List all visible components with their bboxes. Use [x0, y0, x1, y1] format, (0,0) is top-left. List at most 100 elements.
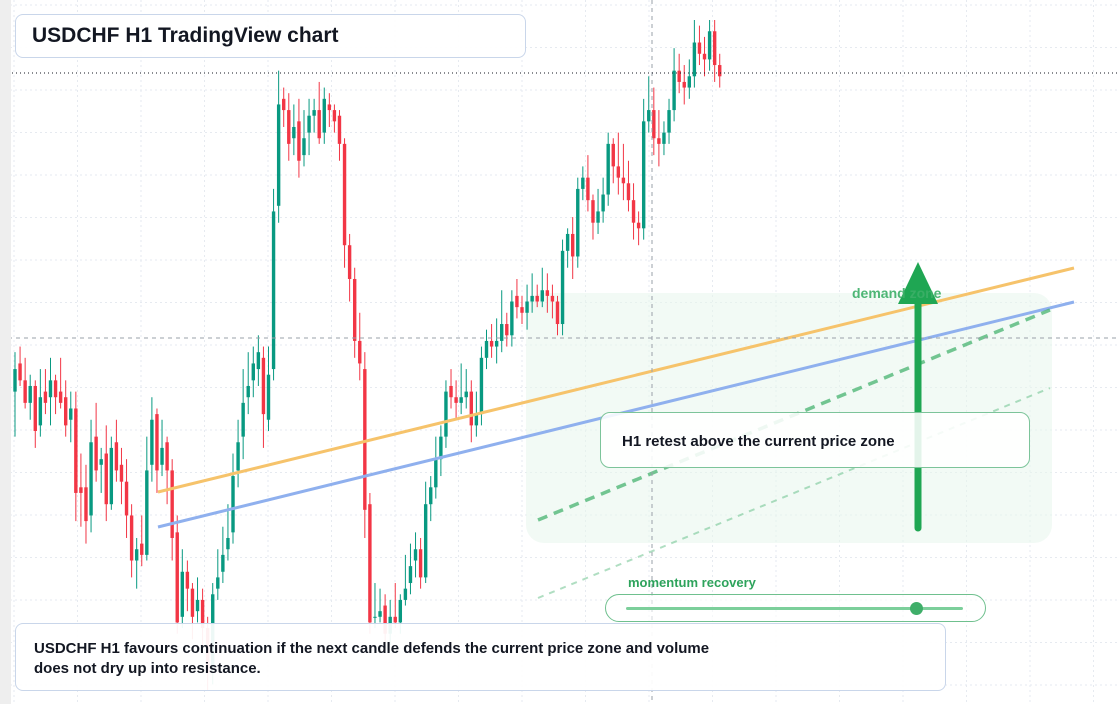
candle	[150, 397, 154, 482]
candle	[444, 380, 448, 448]
footer-text: USDCHF H1 favours continuation if the ne…	[34, 640, 710, 677]
candle-body	[459, 397, 463, 403]
candle-body	[160, 447, 164, 465]
candle	[165, 436, 169, 505]
candle	[560, 239, 565, 336]
momentum-knob[interactable]	[909, 602, 923, 615]
candle	[434, 436, 438, 499]
candle-body	[48, 380, 53, 398]
candle	[540, 267, 544, 308]
candle-body	[38, 397, 43, 426]
candle	[530, 273, 534, 313]
candle	[287, 93, 291, 161]
candle	[439, 425, 443, 477]
candle-body	[266, 374, 271, 420]
candle	[576, 177, 580, 268]
candle	[180, 549, 185, 629]
candle-body	[606, 143, 610, 195]
candle	[23, 357, 27, 409]
candle-body	[180, 571, 185, 617]
candle-body	[241, 402, 245, 437]
candle	[500, 290, 504, 353]
title-panel: USDCHF H1 TradingView chart	[15, 14, 526, 58]
candle-body	[282, 98, 286, 111]
candle	[221, 526, 225, 584]
candle-body	[398, 599, 403, 623]
candle	[596, 188, 600, 234]
candle-body	[145, 470, 149, 555]
candle	[408, 543, 413, 595]
candle	[505, 312, 509, 347]
candle-body	[94, 436, 98, 471]
candle-body	[114, 442, 119, 471]
candle-body	[170, 470, 174, 538]
candle-body	[251, 363, 255, 381]
candle	[13, 352, 17, 437]
candle	[520, 295, 524, 325]
candle-body	[119, 464, 124, 482]
candle-body	[469, 391, 473, 426]
candle-body	[636, 222, 641, 229]
candle-body	[140, 543, 144, 555]
candle	[429, 476, 433, 522]
candle	[647, 76, 651, 133]
candle	[282, 87, 286, 127]
candle-body	[216, 577, 220, 589]
candle-body	[155, 414, 159, 471]
candle-body	[58, 391, 63, 403]
candle	[312, 98, 316, 133]
candle	[413, 532, 418, 578]
candle	[124, 459, 129, 538]
candle-body	[373, 616, 377, 618]
candle	[140, 515, 144, 567]
candle	[667, 98, 671, 144]
candle-body	[494, 340, 499, 347]
candle-body	[271, 211, 276, 370]
momentum-slider[interactable]	[605, 594, 986, 622]
candle-body	[631, 200, 636, 223]
candle-body	[292, 126, 296, 139]
candle	[84, 464, 88, 544]
candle	[297, 98, 301, 178]
candle-body	[342, 143, 347, 246]
candle	[18, 346, 22, 386]
candle-body	[591, 200, 595, 223]
candle	[459, 363, 463, 415]
candle	[601, 177, 605, 223]
candle-body	[302, 138, 306, 156]
candle	[241, 369, 245, 460]
candle-body	[124, 481, 129, 516]
candle	[104, 425, 108, 522]
candle	[373, 583, 377, 629]
candle-body	[423, 504, 428, 578]
footer-panel: USDCHF H1 favours continuation if the ne…	[15, 623, 946, 691]
candle	[327, 93, 332, 127]
candle-body	[175, 532, 179, 623]
candle	[48, 357, 53, 426]
candle-body	[535, 295, 539, 302]
candle-body	[434, 459, 438, 488]
candle	[535, 284, 539, 308]
candle	[271, 188, 276, 381]
candle-body	[165, 442, 169, 471]
candle	[626, 160, 631, 212]
candle	[641, 98, 646, 240]
candle-body	[23, 380, 27, 403]
candle-body	[200, 599, 205, 629]
candle	[89, 419, 93, 533]
candle-body	[74, 408, 78, 493]
candle-body	[449, 385, 453, 398]
candle	[155, 408, 159, 493]
candle	[28, 374, 32, 420]
candle-body	[337, 115, 342, 144]
candle	[581, 166, 585, 201]
candle	[550, 284, 555, 319]
candle-body	[550, 295, 555, 302]
candle-body	[429, 487, 433, 505]
candle-body	[657, 138, 661, 144]
candle-body	[185, 571, 190, 589]
momentum-bar	[626, 607, 963, 610]
candle-body	[439, 436, 443, 460]
candle	[631, 183, 636, 240]
candle-body	[89, 442, 93, 516]
